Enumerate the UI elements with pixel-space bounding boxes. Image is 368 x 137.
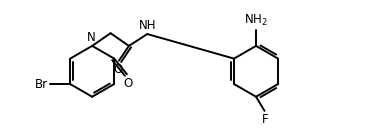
- Text: O: O: [113, 63, 122, 76]
- Text: Br: Br: [35, 78, 49, 91]
- Text: F: F: [262, 113, 269, 126]
- Text: O: O: [123, 77, 133, 90]
- Text: NH$_2$: NH$_2$: [244, 13, 268, 28]
- Text: NH: NH: [138, 19, 156, 32]
- Text: N: N: [86, 31, 95, 44]
